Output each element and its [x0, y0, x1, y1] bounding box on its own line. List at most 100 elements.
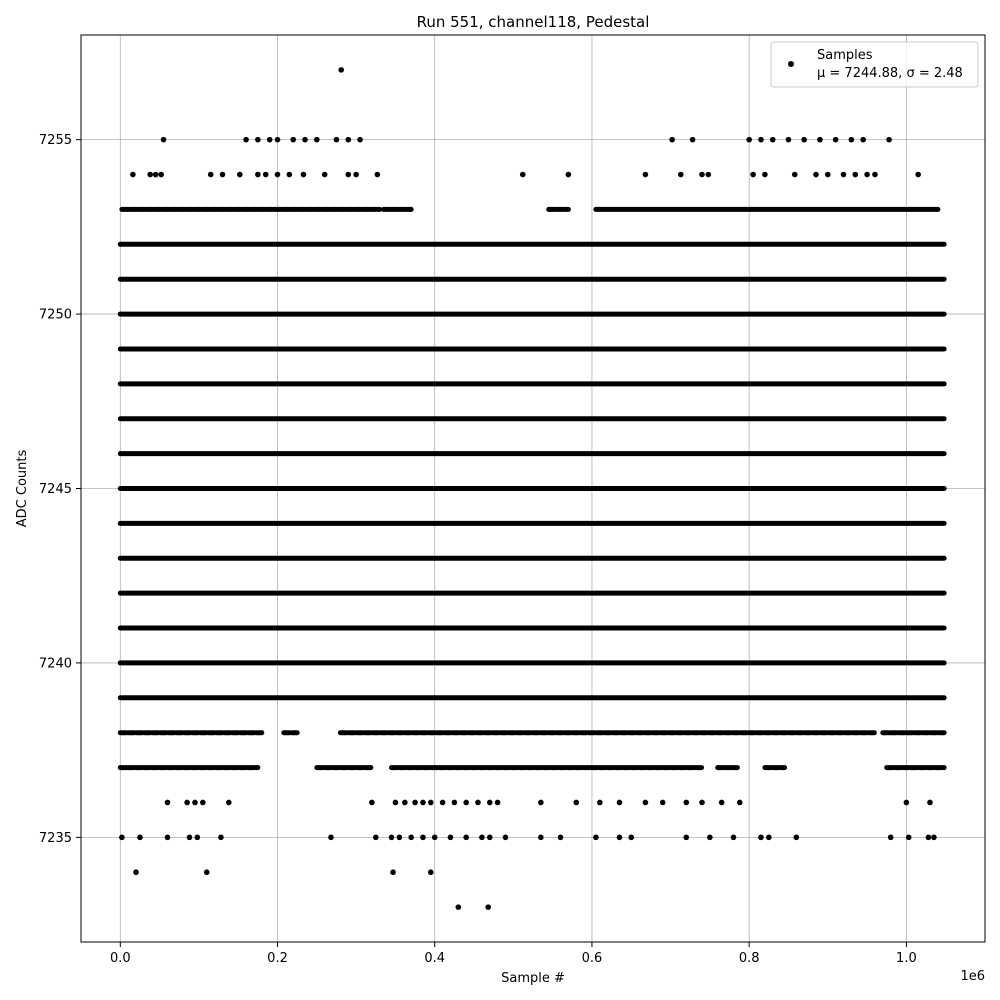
data-point [372, 834, 379, 841]
data-point [369, 799, 375, 806]
data-point [538, 834, 544, 841]
data-point [390, 869, 396, 876]
legend-series-stats: μ = 7244.88, σ = 2.48 [817, 66, 963, 81]
axis-ticks: 0.0 0.2 0.4 0.6 0.8 1.0 7235 7240 7245 7250 7255 [39, 133, 917, 966]
data-point [502, 834, 509, 841]
x-tick-label: 0.4 [424, 951, 445, 966]
data-point [705, 171, 712, 178]
data-point [813, 171, 819, 178]
data-point [659, 799, 666, 806]
data-point [565, 171, 572, 178]
data-point [785, 136, 792, 143]
data-point [699, 799, 705, 806]
data-point [677, 171, 684, 178]
data-point [887, 834, 894, 841]
data-point [119, 834, 125, 841]
data-point [860, 136, 866, 143]
data-point [357, 136, 363, 143]
data-point [886, 136, 892, 143]
data-point [762, 171, 768, 178]
data-point [593, 834, 599, 841]
data-point [931, 834, 937, 841]
data-point [164, 834, 171, 841]
data-point [302, 136, 308, 143]
data-point [314, 136, 320, 143]
data-point [402, 799, 408, 806]
x-tick-label: 1.0 [896, 951, 917, 966]
data-point [186, 834, 193, 841]
data-point [683, 799, 690, 806]
x-tick-label: 0.8 [739, 951, 760, 966]
data-point [905, 834, 912, 841]
data-point [925, 834, 932, 841]
data-point [852, 171, 859, 178]
legend-series-name: Samples [817, 48, 873, 63]
y-tick-label: 7245 [39, 482, 72, 497]
data-point [463, 834, 469, 841]
data-point [207, 171, 214, 178]
data-point [707, 834, 713, 841]
x-axis-title: Sample # [501, 971, 565, 986]
data-point [203, 869, 210, 876]
data-point [766, 834, 772, 841]
data-point [184, 799, 190, 806]
data-point [147, 171, 153, 178]
data-point [683, 834, 690, 841]
data-point [439, 799, 446, 806]
data-point [758, 834, 764, 841]
x-tick-label: 0.6 [582, 951, 603, 966]
chart-title: Run 551, channel118, Pedestal [417, 13, 650, 31]
data-point [160, 136, 167, 143]
y-tick-label: 7255 [39, 133, 72, 148]
data-point [699, 171, 705, 178]
data-point [903, 799, 910, 806]
data-point [420, 799, 426, 806]
data-point [133, 869, 139, 876]
data-point [455, 904, 462, 910]
data-point [730, 834, 737, 841]
data-point [219, 171, 226, 178]
y-axis-title: ADC Counts [15, 450, 30, 528]
data-point [192, 799, 198, 806]
data-point [345, 136, 352, 143]
data-point [412, 799, 418, 806]
data-point [758, 136, 764, 143]
data-point [718, 799, 725, 806]
data-point [817, 136, 823, 143]
data-point [243, 136, 249, 143]
data-point [194, 834, 201, 841]
data-point [557, 834, 564, 841]
data-point [736, 799, 743, 806]
data-point [328, 834, 334, 841]
data-point [218, 834, 224, 841]
data-points [117, 67, 947, 910]
x-tick-label: 0.0 [110, 951, 131, 966]
data-point [431, 834, 438, 841]
data-point [616, 834, 623, 841]
data-point [769, 136, 776, 143]
data-point [801, 136, 807, 143]
data-point [864, 171, 870, 178]
data-point [353, 171, 359, 178]
data-point [152, 171, 159, 178]
data-point [392, 799, 399, 806]
data-point [689, 136, 696, 143]
y-tick-label: 7240 [39, 656, 72, 671]
data-point [338, 67, 344, 73]
data-point [200, 799, 206, 806]
data-point [573, 799, 580, 806]
data-point [642, 799, 649, 806]
data-point [486, 799, 493, 806]
data-point [255, 136, 261, 143]
data-point [463, 799, 469, 806]
data-point [494, 799, 501, 806]
data-point [420, 834, 426, 841]
data-point [669, 136, 675, 143]
data-point [321, 171, 328, 178]
data-point [164, 799, 171, 806]
data-point [396, 834, 403, 841]
data-point [616, 799, 623, 806]
data-point [915, 171, 921, 178]
data-point [388, 834, 395, 841]
